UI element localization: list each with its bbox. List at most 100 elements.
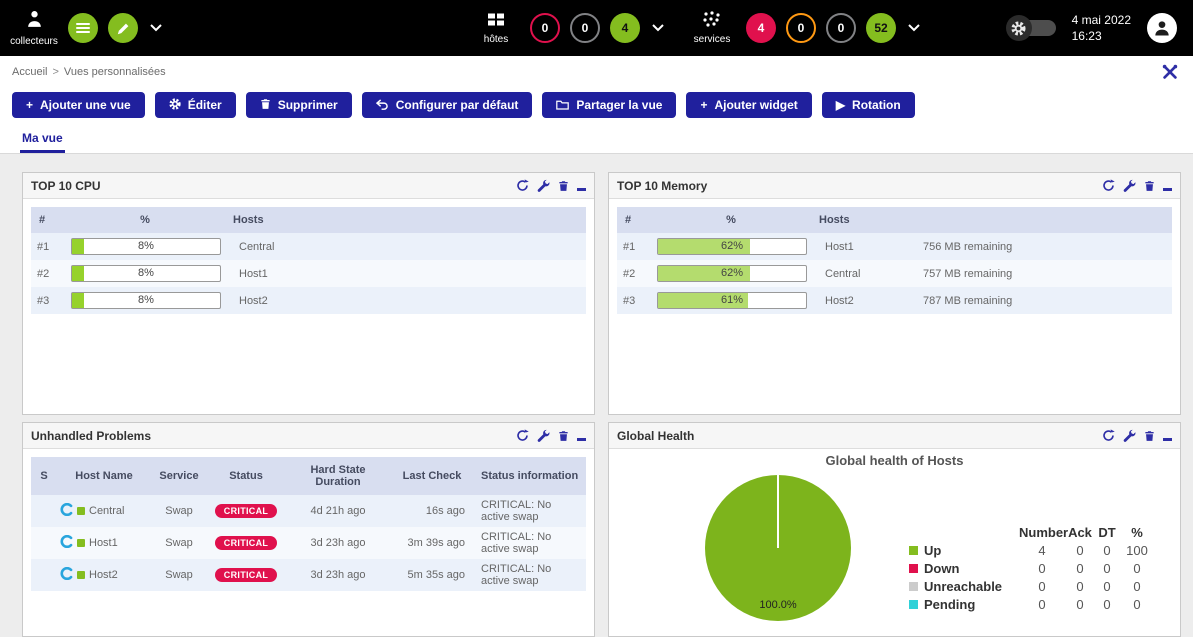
last-check-cell: 3m 39s ago (407, 537, 465, 549)
chart-title: Global health of Hosts (825, 453, 964, 468)
minimize-icon[interactable] (577, 430, 586, 441)
minimize-icon[interactable] (577, 180, 586, 191)
host-up-indicator (77, 539, 85, 547)
table-row[interactable]: Host2 Swap CRITICAL 3d 23h ago 5m 35s ag… (31, 559, 586, 591)
remaining-cell: 756 MB remaining (923, 240, 1013, 253)
pollers-section[interactable]: collecteurs (10, 10, 58, 47)
refresh-icon[interactable] (1102, 429, 1115, 442)
services-warning-counter[interactable]: 0 (786, 13, 816, 43)
legend-dt: 0 (1103, 560, 1111, 576)
rotation-button[interactable]: ▶ Rotation (821, 92, 915, 118)
last-check-cell: 5m 35s ago (407, 569, 465, 581)
wrench-icon[interactable] (1123, 179, 1136, 192)
widget-tools (516, 429, 586, 442)
column-header: # (617, 207, 649, 233)
user-avatar[interactable] (1147, 13, 1177, 43)
share-view-button[interactable]: Partager la vue (542, 92, 677, 118)
trash-icon[interactable] (1144, 180, 1155, 192)
clock: 4 mai 2022 16:23 (1072, 12, 1131, 44)
table-row[interactable]: #3 8% Host2 (31, 287, 586, 314)
minimize-icon[interactable] (1163, 180, 1172, 191)
service-cell[interactable]: Swap (165, 505, 193, 517)
legend-pct: 0 (1133, 578, 1141, 594)
legend-number: 0 (1038, 596, 1046, 612)
set-default-label: Configurer par défaut (395, 98, 519, 112)
wrench-icon[interactable] (537, 179, 550, 192)
widget-header: Global Health (609, 423, 1180, 449)
delete-view-label: Supprimer (277, 98, 338, 112)
hosts-label: hôtes (483, 33, 509, 45)
pending-swatch (909, 599, 918, 609)
chevron-down-icon[interactable] (652, 24, 664, 32)
services-critical-counter[interactable]: 4 (746, 13, 776, 43)
host-name-link[interactable]: Host2 (89, 569, 118, 581)
table-row[interactable]: Host1 Swap CRITICAL 3d 23h ago 3m 39s ag… (31, 527, 586, 559)
services-unknown-counter[interactable]: 0 (826, 13, 856, 43)
legend-label: Up (924, 542, 942, 558)
legend-number: 0 (1038, 578, 1046, 594)
chevron-down-icon[interactable] (908, 24, 920, 32)
delete-view-button[interactable]: Supprimer (245, 92, 352, 118)
chevron-down-icon[interactable] (150, 24, 162, 32)
hosts-grid-icon (487, 12, 505, 32)
folder-icon (556, 99, 570, 112)
table-row[interactable]: Central Swap CRITICAL 4d 21h ago 16s ago… (31, 495, 586, 527)
hosts-unreachable-counter[interactable]: 0 (570, 13, 600, 43)
legend-column-header: DT (1098, 524, 1116, 540)
tab-my-view[interactable]: Ma vue (20, 124, 65, 153)
hosts-up-counter[interactable]: 4 (610, 13, 640, 43)
usage-percent-label: 8% (138, 267, 154, 279)
table-row[interactable]: #1 8% Central (31, 233, 586, 260)
pollers-label: collecteurs (10, 35, 58, 47)
topbar-right-section: 4 mai 2022 16:23 (1005, 12, 1183, 44)
hosts-section[interactable]: hôtes (472, 12, 520, 45)
wrench-icon[interactable] (537, 429, 550, 442)
minimize-icon[interactable] (1163, 430, 1172, 441)
legend-row: Up 4 0 0 100 (909, 541, 1155, 559)
export-configuration-pencil-icon[interactable] (108, 13, 138, 43)
services-section[interactable]: services (688, 11, 736, 45)
widget-title: TOP 10 CPU (31, 178, 101, 193)
table-row[interactable]: #2 8% Host1 (31, 260, 586, 287)
table-row[interactable]: #2 62% Central 757 MB remaining (617, 260, 1172, 287)
cpu-usage-bar: 8% (71, 265, 221, 282)
gear-icon (1005, 15, 1032, 41)
edit-view-button[interactable]: Éditer (154, 92, 236, 118)
refresh-icon[interactable] (1102, 179, 1115, 192)
trash-icon[interactable] (558, 430, 569, 442)
poller-configuration-icon[interactable] (68, 13, 98, 43)
host-name-link[interactable]: Central (89, 505, 125, 517)
widget-header: TOP 10 CPU (23, 173, 594, 199)
host-name-link[interactable]: Host1 (89, 537, 118, 549)
crossed-tools-icon[interactable] (1161, 63, 1179, 81)
column-header: Service (151, 457, 207, 495)
host-cell: Central (239, 240, 275, 253)
services-ok-counter[interactable]: 52 (866, 13, 896, 43)
legend-pct: 0 (1133, 596, 1141, 612)
rank-cell: #3 (623, 294, 636, 307)
settings-toggle[interactable] (1005, 15, 1056, 41)
table-row[interactable]: #1 62% Host1 756 MB remaining (617, 233, 1172, 260)
hosts-down-counter[interactable]: 0 (530, 13, 560, 43)
widget-body: # % Hosts #1 62% Host1 756 MB remaining … (609, 199, 1180, 322)
legend-ack: 0 (1076, 542, 1084, 558)
set-default-button[interactable]: Configurer par défaut (361, 92, 533, 118)
service-cell[interactable]: Swap (165, 537, 193, 549)
refresh-icon[interactable] (516, 429, 529, 442)
widget-tools (1102, 179, 1172, 192)
trash-icon[interactable] (558, 180, 569, 192)
dashboard-content: TOP 10 CPU # % Hosts #1 8% Ce (0, 154, 1193, 637)
trash-icon[interactable] (1144, 430, 1155, 442)
table-row[interactable]: #3 61% Host2 787 MB remaining (617, 287, 1172, 314)
up-swatch (909, 545, 918, 555)
view-toolbar: + Ajouter une vue Éditer Supprimer Confi… (0, 88, 1193, 122)
wrench-icon[interactable] (1123, 429, 1136, 442)
add-widget-button[interactable]: + Ajouter widget (686, 92, 812, 118)
column-header: Hosts (227, 207, 586, 233)
breadcrumb-home-link[interactable]: Accueil (12, 66, 48, 78)
legend-pct: 0 (1133, 560, 1141, 576)
refresh-icon[interactable] (516, 179, 529, 192)
add-view-button[interactable]: + Ajouter une vue (12, 92, 145, 118)
usage-cell: 8% (63, 233, 227, 260)
service-cell[interactable]: Swap (165, 569, 193, 581)
